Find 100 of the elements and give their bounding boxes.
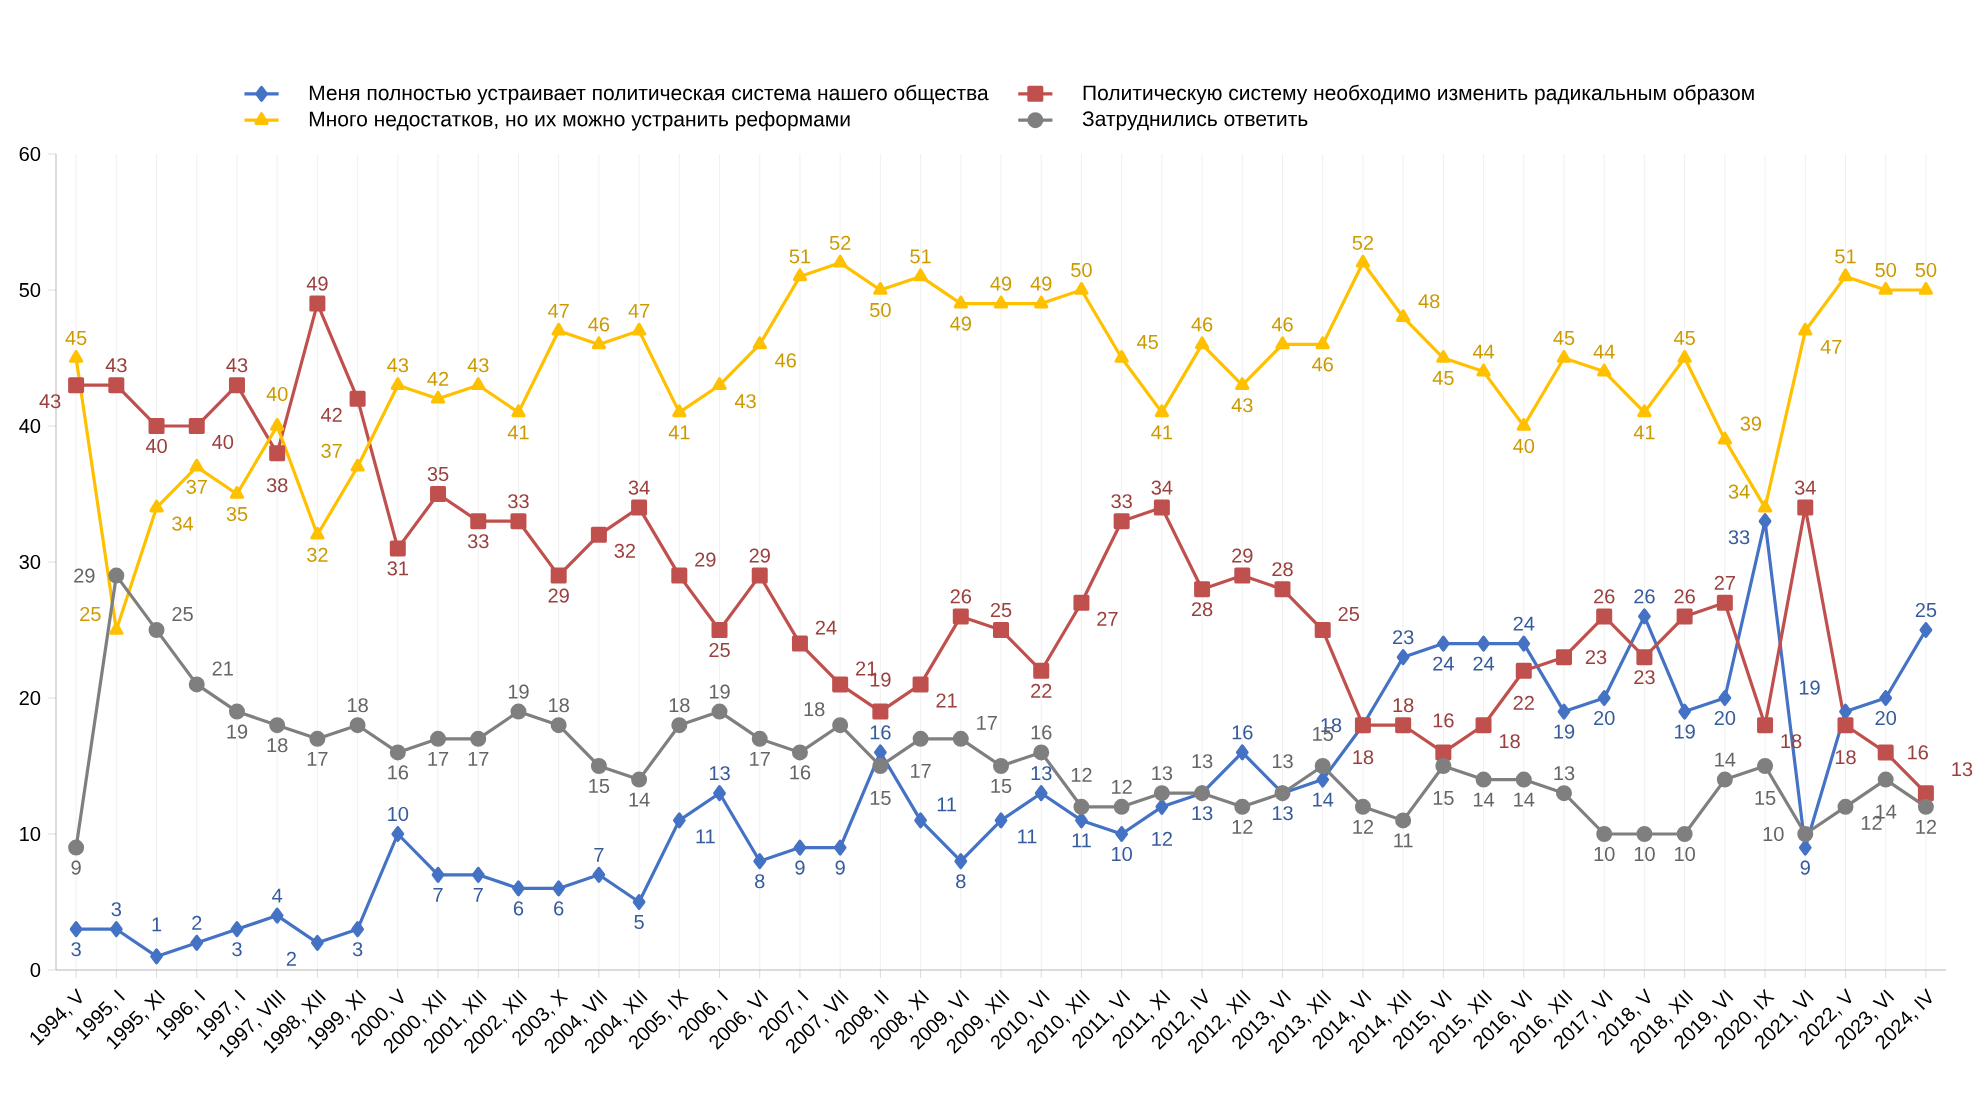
point	[1837, 717, 1854, 734]
point	[1073, 594, 1090, 611]
data-label: 20	[1714, 710, 1736, 726]
data-label: 37	[321, 443, 342, 458]
point	[833, 839, 847, 856]
point	[69, 921, 83, 938]
data-label: 11	[696, 829, 715, 844]
point	[872, 758, 889, 774]
point	[1113, 798, 1130, 815]
point	[1477, 635, 1490, 652]
data-label: 18	[804, 702, 825, 717]
point	[751, 730, 768, 747]
data-label: 52	[1352, 235, 1374, 250]
point	[1596, 608, 1613, 625]
data-label: 10	[388, 806, 409, 822]
point	[833, 254, 848, 268]
point	[792, 268, 808, 282]
data-label: 45	[1432, 371, 1454, 385]
data-label: 6	[513, 901, 524, 916]
point	[148, 622, 165, 638]
data-label: 17	[911, 763, 931, 778]
data-label: 13	[1554, 766, 1575, 781]
point	[672, 812, 686, 829]
point	[512, 880, 525, 897]
point	[1838, 268, 1853, 282]
data-label: 3	[352, 942, 363, 957]
data-label: 17	[428, 751, 449, 766]
data-label: 27	[1097, 611, 1118, 626]
data-label: 35	[427, 466, 449, 482]
data-label: 11	[1394, 833, 1413, 848]
data-label: 50	[1875, 262, 1897, 278]
point	[1839, 703, 1852, 720]
data-label: 46	[1312, 357, 1333, 372]
data-label: 19	[709, 684, 730, 699]
data-label: 33	[1728, 530, 1750, 545]
data-label: 40	[266, 386, 288, 402]
point	[993, 758, 1010, 774]
data-label: 9	[795, 860, 805, 875]
point	[713, 785, 726, 802]
point	[1275, 336, 1290, 350]
data-label: 43	[105, 358, 127, 373]
point	[1879, 690, 1893, 707]
data-label: 29	[695, 552, 716, 567]
point	[1194, 336, 1210, 350]
data-label: 34	[172, 516, 194, 531]
legend-label: Меня полностью устраивает политическая система нашего общества	[309, 84, 989, 105]
point	[631, 322, 647, 336]
point	[994, 812, 1008, 829]
point	[552, 880, 566, 897]
data-label: 43	[467, 358, 489, 373]
point	[150, 948, 163, 965]
point	[712, 377, 727, 391]
point	[1436, 350, 1451, 363]
point	[270, 907, 284, 924]
point	[1034, 785, 1048, 802]
point	[1596, 826, 1613, 843]
point	[1878, 282, 1893, 295]
data-label: 25	[1338, 606, 1359, 622]
point	[109, 622, 124, 635]
point	[1354, 798, 1371, 815]
data-label: 41	[1151, 425, 1173, 440]
point	[793, 839, 807, 856]
data-label: 15	[1433, 791, 1454, 805]
data-label: 16	[790, 765, 811, 780]
data-label: 12	[1232, 819, 1253, 834]
data-label: 12	[1071, 767, 1092, 782]
point	[1033, 744, 1050, 761]
data-label: 13	[1952, 762, 1973, 777]
data-label: 49	[1030, 276, 1052, 291]
point	[1918, 282, 1934, 295]
point	[1716, 594, 1733, 611]
point	[1153, 499, 1170, 516]
point	[1555, 649, 1572, 666]
data-label: 24	[1433, 656, 1454, 671]
data-label: 9	[1800, 860, 1810, 875]
data-label: 21	[212, 661, 233, 676]
point	[1597, 363, 1612, 377]
data-label: 13	[1192, 754, 1213, 769]
data-label: 25	[80, 606, 101, 622]
data-label: 2	[286, 951, 296, 966]
legend-label: Политическую систему необходимо изменить радикальным образом	[1083, 84, 1754, 105]
data-label: 2	[192, 915, 202, 930]
point	[1556, 350, 1572, 363]
point	[389, 540, 406, 557]
data-label: 46	[1191, 317, 1213, 332]
point	[1234, 798, 1251, 815]
point	[1155, 798, 1169, 815]
point	[1597, 690, 1611, 707]
data-label: 23	[1634, 670, 1655, 685]
data-label: 25	[1915, 602, 1937, 618]
point	[791, 744, 808, 761]
data-label: 26	[950, 589, 972, 604]
point	[1798, 322, 1813, 336]
data-label: 14	[1473, 792, 1495, 807]
data-label: 41	[507, 425, 529, 440]
point	[1475, 717, 1492, 734]
point	[1235, 377, 1250, 391]
point	[1516, 418, 1531, 431]
point	[1114, 350, 1129, 363]
point	[1115, 826, 1129, 843]
